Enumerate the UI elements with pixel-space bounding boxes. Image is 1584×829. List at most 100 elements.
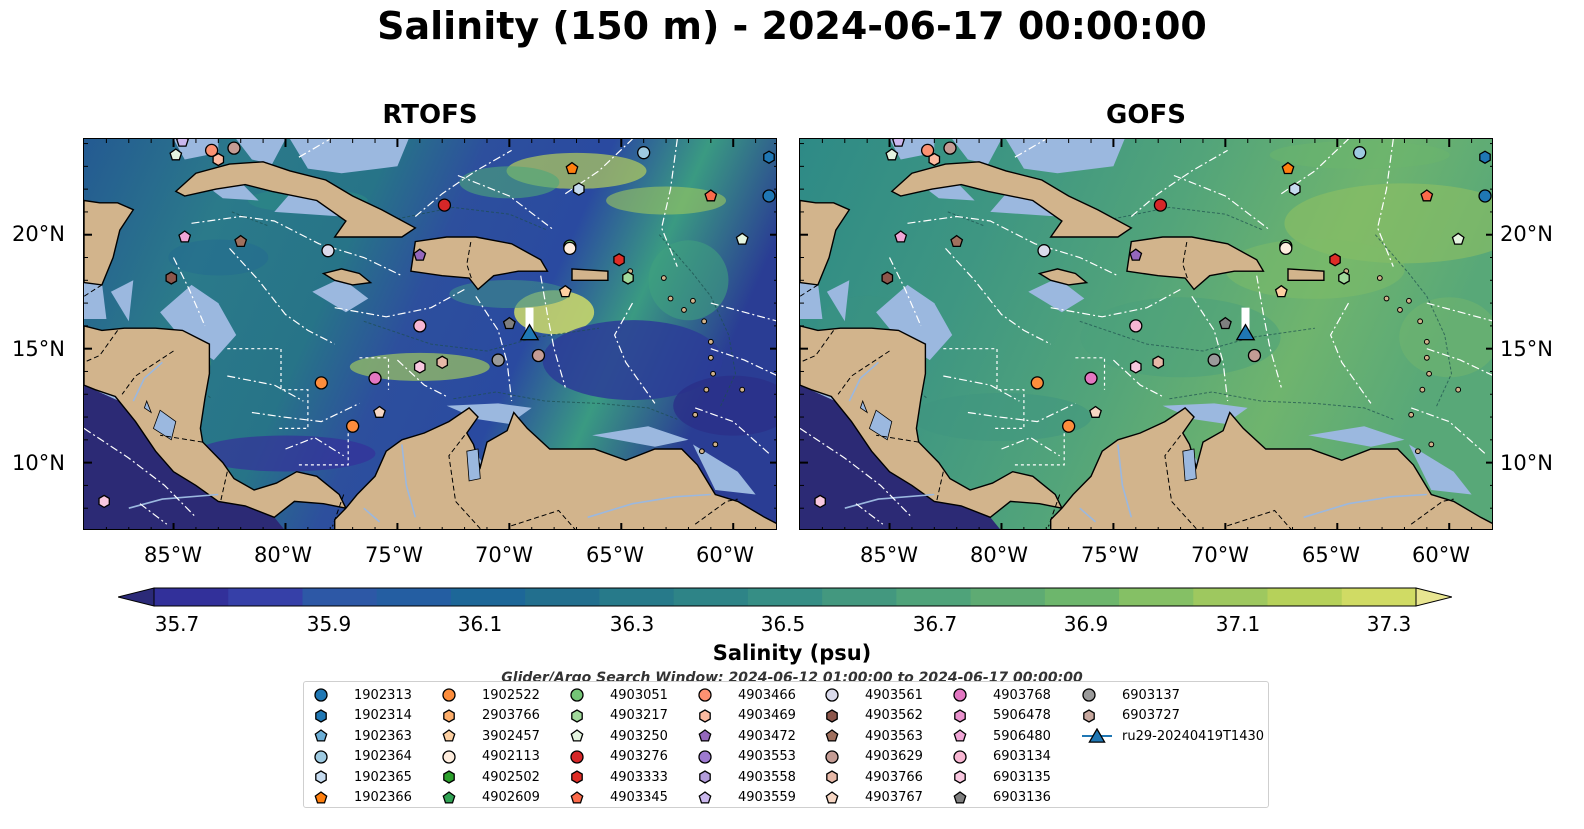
legend-swatch [442, 790, 456, 804]
legend-label: 4903629 [865, 749, 923, 764]
argo-float-marker [885, 148, 899, 161]
legend-marker [953, 688, 967, 702]
colorbar-svg [117, 587, 1453, 607]
legend-label: 4903276 [610, 749, 668, 764]
argo-float-marker [622, 271, 634, 285]
legend-marker [699, 708, 711, 723]
legend-label: 4903345 [610, 790, 668, 805]
eez-boundary [1130, 149, 1228, 217]
map-gofs-svg [800, 139, 1492, 529]
legend-marker [825, 688, 839, 702]
glider-track [525, 307, 534, 333]
legend-item: 4903469 [698, 706, 796, 726]
legend-swatch [953, 688, 967, 702]
legend-label: 4903559 [738, 790, 796, 805]
small-island [707, 354, 714, 361]
salinity-feature [195, 435, 376, 472]
legend-marker [314, 729, 328, 742]
legend-swatch [571, 708, 583, 723]
small-island [1417, 318, 1424, 325]
argo-float-marker [637, 146, 651, 160]
x-tick-85w-left: 85°W [144, 543, 202, 567]
small-island [1408, 411, 1415, 418]
eez-boundary [888, 257, 922, 327]
argo-float-marker [1420, 189, 1434, 202]
colorbar-segment [376, 588, 452, 606]
argo-float-marker [735, 232, 749, 245]
river [1303, 493, 1427, 519]
y-tick-10n-right: 10°N [1500, 451, 1553, 475]
legend-label: ru29-20240419T1430 [1122, 728, 1265, 744]
small-island [1376, 275, 1383, 281]
legend-marker [698, 688, 712, 702]
salinity-feature [1224, 238, 1405, 299]
river [363, 507, 381, 523]
legend-swatch [953, 790, 967, 804]
argo-float-marker [212, 152, 225, 167]
legend-swatch [825, 790, 839, 804]
legend-item: ru29-20240419T1430 [1082, 726, 1264, 746]
eez-boundary [359, 357, 390, 390]
panel-title-gofs: GOFS [1106, 100, 1186, 130]
eez-boundary [1014, 433, 1065, 466]
eez-boundary [1075, 357, 1106, 390]
argo-float-marker [373, 405, 386, 418]
legend-marker [1083, 708, 1095, 723]
legend-swatch [314, 688, 328, 702]
legend-item: 4902502 [442, 767, 540, 787]
eez-boundary [710, 302, 776, 322]
land-cuba [890, 161, 1133, 238]
country-border [84, 284, 103, 297]
legend-marker [698, 749, 712, 764]
legend-item: 6903727 [1082, 706, 1180, 726]
x-tick-60w-right: 60°W [1412, 543, 1470, 567]
colorbar [117, 587, 1453, 611]
eez-boundary [613, 302, 656, 404]
legend-label: 4903561 [865, 687, 923, 703]
land-puertorico [1287, 268, 1325, 282]
legend-item: 6903134 [953, 747, 1051, 767]
legend-label: 4903768 [993, 687, 1051, 703]
argo-float-marker [368, 371, 382, 385]
argo-float-marker [1084, 371, 1098, 385]
map-panel-rtofs[interactable] [83, 138, 777, 530]
eez-boundary [1001, 436, 1061, 457]
eez-boundary [945, 247, 1051, 345]
argo-float-marker [894, 230, 908, 243]
argo-float-marker [314, 376, 328, 390]
eez-boundary [660, 139, 678, 267]
eez-boundary [229, 247, 335, 345]
argo-float-marker [1037, 244, 1051, 258]
argo-float-marker [1451, 232, 1465, 245]
legend-label: 1902363 [354, 728, 412, 744]
legend-marker [953, 749, 967, 764]
figure-title: Salinity (150 m) - 2024-06-17 00:00:00 [377, 4, 1207, 48]
country-border [876, 434, 919, 443]
shallow-water [1028, 278, 1085, 313]
legend-swatch [443, 770, 455, 784]
small-island [1419, 386, 1426, 393]
legend-item: 1902364 [314, 747, 412, 767]
legend-item: 6903136 [953, 788, 1051, 808]
argo-float-marker [1089, 405, 1102, 418]
colorbar-segment [599, 588, 675, 606]
legend-item: 4903345 [570, 788, 668, 808]
argo-float-marker [1153, 198, 1168, 212]
colorbar-tick-5: 36.7 [912, 612, 958, 636]
legend-item: 4903629 [825, 747, 923, 767]
legend-swatch [315, 708, 327, 723]
legend-label: 4903466 [738, 687, 796, 703]
argo-float-marker [1353, 146, 1367, 160]
colorbar-tick-2: 36.1 [457, 612, 503, 636]
eez-boundary [1112, 359, 1163, 398]
legend-marker [571, 708, 583, 723]
argo-float-marker [413, 248, 427, 261]
eez-boundary [943, 348, 1025, 429]
legend-swatch [314, 749, 328, 764]
legend-swatch [570, 688, 584, 702]
x-tick-80w-right: 80°W [970, 543, 1028, 567]
map-panel-gofs[interactable] [799, 138, 1493, 530]
eez-boundary [227, 375, 304, 402]
legend-marker [570, 729, 584, 742]
eez-boundary [800, 427, 913, 518]
